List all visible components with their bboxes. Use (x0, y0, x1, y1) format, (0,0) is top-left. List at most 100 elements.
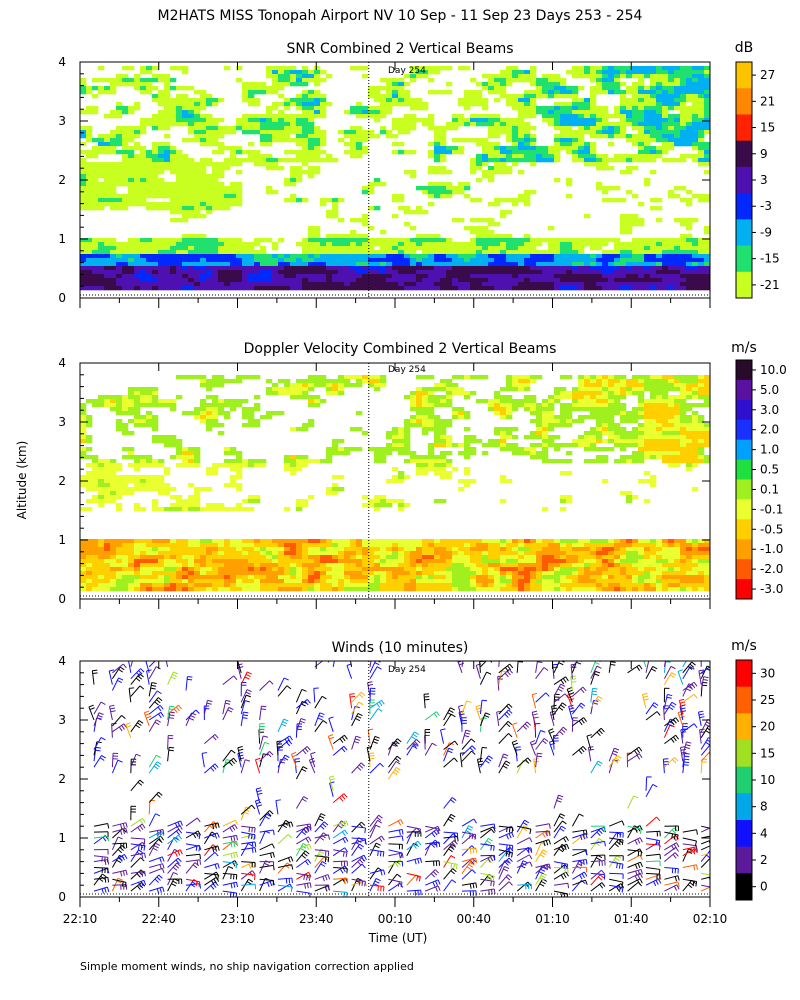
heatmap-cell (656, 150, 663, 155)
heatmap-cell (218, 254, 225, 259)
heatmap-cell (140, 246, 147, 251)
heatmap-cell (356, 411, 363, 416)
heatmap-cell (440, 250, 447, 255)
heatmap-cell (194, 234, 201, 239)
heatmap-cell (218, 278, 225, 283)
heatmap-cell (296, 274, 303, 279)
heatmap-cell (410, 455, 417, 460)
heatmap-cell (98, 587, 105, 592)
heatmap-cell (110, 186, 117, 191)
heatmap-cell (122, 274, 129, 279)
heatmap-cell (638, 134, 645, 139)
heatmap-cell (668, 78, 675, 83)
heatmap-cell (194, 246, 201, 251)
heatmap-cell (224, 563, 231, 568)
heatmap-cell (692, 278, 699, 283)
heatmap-cell (116, 551, 123, 556)
heatmap-cell (638, 114, 645, 119)
heatmap-cell (104, 571, 111, 576)
heatmap-cell (410, 150, 417, 155)
heatmap-cell (182, 551, 189, 556)
heatmap-cell (590, 254, 597, 259)
heatmap-cell (266, 543, 273, 548)
heatmap-cell (572, 102, 579, 107)
heatmap-cell (356, 106, 363, 111)
heatmap-cell (116, 395, 123, 400)
heatmap-cell (620, 82, 627, 87)
heatmap-cell (410, 459, 417, 464)
heatmap-cell (272, 262, 279, 267)
heatmap-cell (236, 78, 243, 83)
heatmap-cell (428, 375, 435, 380)
heatmap-cell (518, 138, 525, 143)
heatmap-cell (134, 507, 141, 512)
doppler-panel-title: Doppler Velocity Combined 2 Vertical Bea… (244, 341, 557, 357)
heatmap-cell (92, 403, 99, 408)
heatmap-cell (506, 126, 513, 131)
heatmap-cell (152, 395, 159, 400)
heatmap-cell (398, 266, 405, 271)
heatmap-cell (290, 262, 297, 267)
heatmap-cell (152, 483, 159, 488)
heatmap-cell (170, 539, 177, 544)
heatmap-cell (674, 286, 681, 291)
heatmap-cell (146, 166, 153, 171)
heatmap-cell (104, 274, 111, 279)
heatmap-cell (116, 563, 123, 568)
figure-title: M2HATS MISS Tonopah Airport NV 10 Sep - … (158, 8, 643, 24)
heatmap-cell (212, 150, 219, 155)
heatmap-cell (116, 250, 123, 255)
heatmap-cell (248, 270, 255, 275)
heatmap-cell (590, 258, 597, 263)
heatmap-cell (248, 122, 255, 127)
heatmap-cell (470, 270, 477, 275)
heatmap-cell (116, 571, 123, 576)
heatmap-cell (380, 182, 387, 187)
heatmap-cell (572, 266, 579, 271)
heatmap-cell (92, 190, 99, 195)
heatmap-cell (302, 122, 309, 127)
heatmap-cell (212, 419, 219, 424)
heatmap-cell (140, 551, 147, 556)
heatmap-cell (338, 571, 345, 576)
heatmap-cell (254, 407, 261, 412)
heatmap-cell (254, 423, 261, 428)
heatmap-cell (224, 587, 231, 592)
heatmap-cell (386, 567, 393, 572)
heatmap-cell (134, 242, 141, 247)
heatmap-cell (158, 551, 165, 556)
heatmap-cell (212, 543, 219, 548)
heatmap-cell (86, 423, 93, 428)
heatmap-cell (86, 587, 93, 592)
heatmap-cell (134, 459, 141, 464)
heatmap-cell (506, 98, 513, 103)
heatmap-cell (344, 238, 351, 243)
heatmap-cell (494, 154, 501, 159)
heatmap-cell (494, 74, 501, 79)
heatmap-cell (638, 278, 645, 283)
heatmap-cell (272, 190, 279, 195)
heatmap-cell (686, 250, 693, 255)
heatmap-cell (482, 150, 489, 155)
heatmap-cell (428, 182, 435, 187)
heatmap-cell (188, 106, 195, 111)
heatmap-cell (92, 471, 99, 476)
heatmap-cell (608, 158, 615, 163)
heatmap-cell (320, 383, 327, 388)
heatmap-cell (302, 146, 309, 151)
heatmap-cell (212, 186, 219, 191)
heatmap-cell (554, 274, 561, 279)
heatmap-cell (260, 258, 267, 263)
heatmap-cell (350, 142, 357, 147)
heatmap-cell (650, 170, 657, 175)
heatmap-cell (266, 138, 273, 143)
heatmap-cell (512, 274, 519, 279)
heatmap-cell (416, 403, 423, 408)
heatmap-cell (278, 587, 285, 592)
heatmap-cell (296, 571, 303, 576)
heatmap-cell (428, 274, 435, 279)
heatmap-cell (434, 254, 441, 259)
heatmap-cell (182, 210, 189, 215)
heatmap-cell (290, 166, 297, 171)
heatmap-cell (170, 250, 177, 255)
